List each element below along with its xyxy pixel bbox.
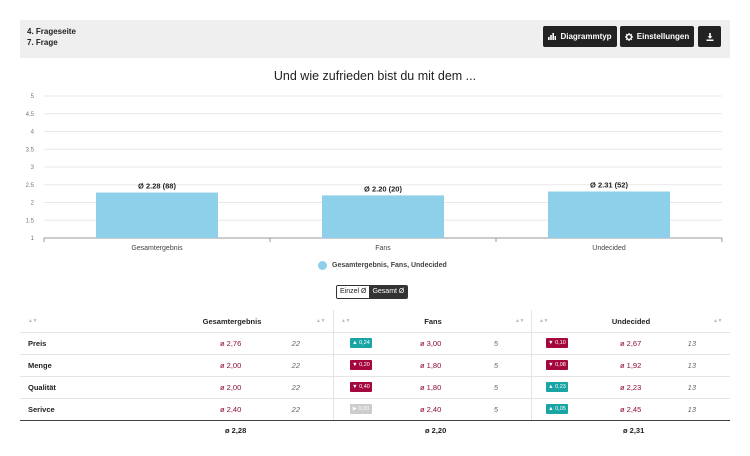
average-value: ø 1,92	[620, 361, 642, 370]
column-total: ø 2,20	[425, 426, 447, 435]
x-tick-label: Gesamtergebnis	[131, 245, 183, 252]
legend-label: Gesamtergebnis, Fans, Undecided	[332, 262, 447, 269]
x-tick-label: Undecided	[592, 245, 626, 252]
response-count: 5	[493, 361, 498, 370]
trend-badge: ▼ 0,10	[546, 338, 568, 348]
row-label: Serivce	[28, 405, 55, 414]
chart-type-label: Diagrammtyp	[560, 32, 612, 41]
average-toggle: Einzel Ø Gesamt Ø	[336, 285, 409, 299]
column-header-gesamtergebnis: Gesamtergebnis	[202, 317, 262, 326]
column-header-undecided: Undecided	[611, 317, 651, 326]
toggle-single-average[interactable]: Einzel Ø	[337, 286, 370, 298]
y-tick-label: 2	[31, 201, 35, 207]
download-icon	[706, 32, 713, 41]
y-tick-label: 5	[31, 94, 35, 100]
average-value: ø 2,40	[420, 405, 442, 414]
y-tick-label: 4	[31, 130, 35, 136]
sort-icon[interactable]: ▲▼	[539, 318, 548, 324]
table-row: Qualität ø 2,00 22 ▼ 0,40 ø 1,80 5 ▲ 0,23 ø 2,2…	[20, 376, 730, 399]
average-value: ø 1,80	[420, 361, 442, 370]
response-count: 13	[687, 361, 696, 370]
page-label: 4. Frageseite	[27, 27, 76, 36]
legend-marker	[318, 261, 327, 270]
bar-undecided	[548, 191, 670, 238]
toggle-total-average[interactable]: Gesamt Ø	[369, 286, 408, 298]
response-count: 5	[493, 339, 498, 348]
sort-icon[interactable]: ▲▼	[515, 318, 524, 324]
table-row: Menge ø 2,00 22 ▼ 0,20 ø 1,80 5 ▼ 0,08 ø 1,92 13	[20, 354, 730, 377]
average-value: ø 2,23	[620, 383, 642, 392]
column-divider	[333, 310, 334, 420]
response-count: 22	[291, 361, 300, 370]
column-header-fans: Fans	[424, 317, 442, 326]
average-value: ø 2,76	[220, 339, 242, 348]
average-value: ø 2,45	[620, 405, 642, 414]
sort-icon[interactable]: ▲▼	[341, 318, 350, 324]
trend-badge: ▲ 0,23	[546, 382, 568, 392]
question-label: 7. Frage	[27, 38, 58, 47]
row-label: Qualität	[28, 383, 56, 392]
table-row: Serivce ø 2,40 22 ▶ 0,00 ø 2,40 5 ▲ 0,05 ø 2,45…	[20, 398, 730, 421]
response-count: 5	[493, 405, 498, 414]
chart-title: Und wie zufrieden bist du mit dem ...	[273, 69, 477, 83]
y-tick-label: 2.5	[26, 183, 35, 189]
settings-label: Einstellungen	[636, 32, 690, 41]
bar-chart-icon	[548, 33, 557, 40]
settings-button[interactable]: Einstellungen	[620, 26, 694, 47]
response-count: 5	[493, 383, 498, 392]
response-count: 22	[291, 383, 300, 392]
average-value: ø 2,00	[220, 361, 242, 370]
trend-badge: ▲ 0,24	[350, 338, 372, 348]
average-value: ø 2,40	[220, 405, 242, 414]
bar-chart: 1 1.5 2 2.5 3 3.5 4 4.5 5 Ø 2.28 (88) Gesamtergebn…	[26, 94, 723, 252]
bar-data-label: Ø 2.20 (20)	[364, 184, 402, 193]
average-value: ø 3,00	[420, 339, 442, 348]
column-total: ø 2,31	[623, 426, 645, 435]
trend-badge: ▼ 0,40	[350, 382, 372, 392]
gear-icon	[624, 32, 633, 41]
response-count: 13	[687, 339, 696, 348]
response-count: 22	[291, 339, 300, 348]
trend-badge: ▼ 0,08	[546, 360, 568, 370]
average-value: ø 1,80	[420, 383, 442, 392]
table-bottom-border	[20, 420, 730, 421]
table-header-row: ▲▼ Gesamtergebnis ▲▼ Fans ▲▼ ▲▼ Undecided ▲▼ ▲▼	[20, 310, 730, 333]
y-tick-label: 3	[31, 165, 35, 171]
trend-badge: ▲ 0,05	[546, 404, 568, 414]
y-tick-label: 3.5	[26, 147, 35, 153]
sort-icon[interactable]: ▲▼	[316, 318, 325, 324]
chart-type-button[interactable]: Diagrammtyp	[543, 26, 617, 47]
y-tick-label: 1.5	[26, 218, 35, 224]
response-count: 13	[687, 405, 696, 414]
y-tick-label: 1	[31, 236, 35, 242]
chart-legend[interactable]: Gesamtergebnis, Fans, Undecided	[318, 261, 447, 270]
average-value: ø 2,00	[220, 383, 242, 392]
row-label: Preis	[28, 339, 47, 348]
sort-icon[interactable]: ▲▼	[713, 318, 722, 324]
response-count: 22	[291, 405, 300, 414]
table-row: Preis ø 2,76 22 ▲ 0,24 ø 3,00 5 ▼ 0,10 ø 2,67 13	[20, 332, 730, 355]
sort-icon[interactable]: ▲▼	[28, 318, 37, 324]
column-total: ø 2,28	[225, 426, 247, 435]
trend-badge: ▼ 0,20	[350, 360, 372, 370]
row-label: Menge	[28, 361, 52, 370]
response-count: 13	[687, 383, 696, 392]
bar-data-label: Ø 2.28 (88)	[138, 182, 176, 191]
average-value: ø 2,67	[620, 339, 642, 348]
download-button[interactable]	[698, 26, 721, 47]
x-tick-label: Fans	[375, 245, 391, 252]
column-divider	[531, 310, 532, 420]
question-header: 4. Frageseite 7. Frage Diagrammtyp Einst…	[20, 20, 730, 58]
y-tick-label: 4.5	[26, 112, 35, 118]
bar-data-label: Ø 2.31 (52)	[590, 180, 628, 189]
bar-fans	[322, 195, 444, 238]
trend-badge: ▶ 0,00	[350, 404, 372, 414]
bar-gesamtergebnis	[96, 192, 218, 238]
